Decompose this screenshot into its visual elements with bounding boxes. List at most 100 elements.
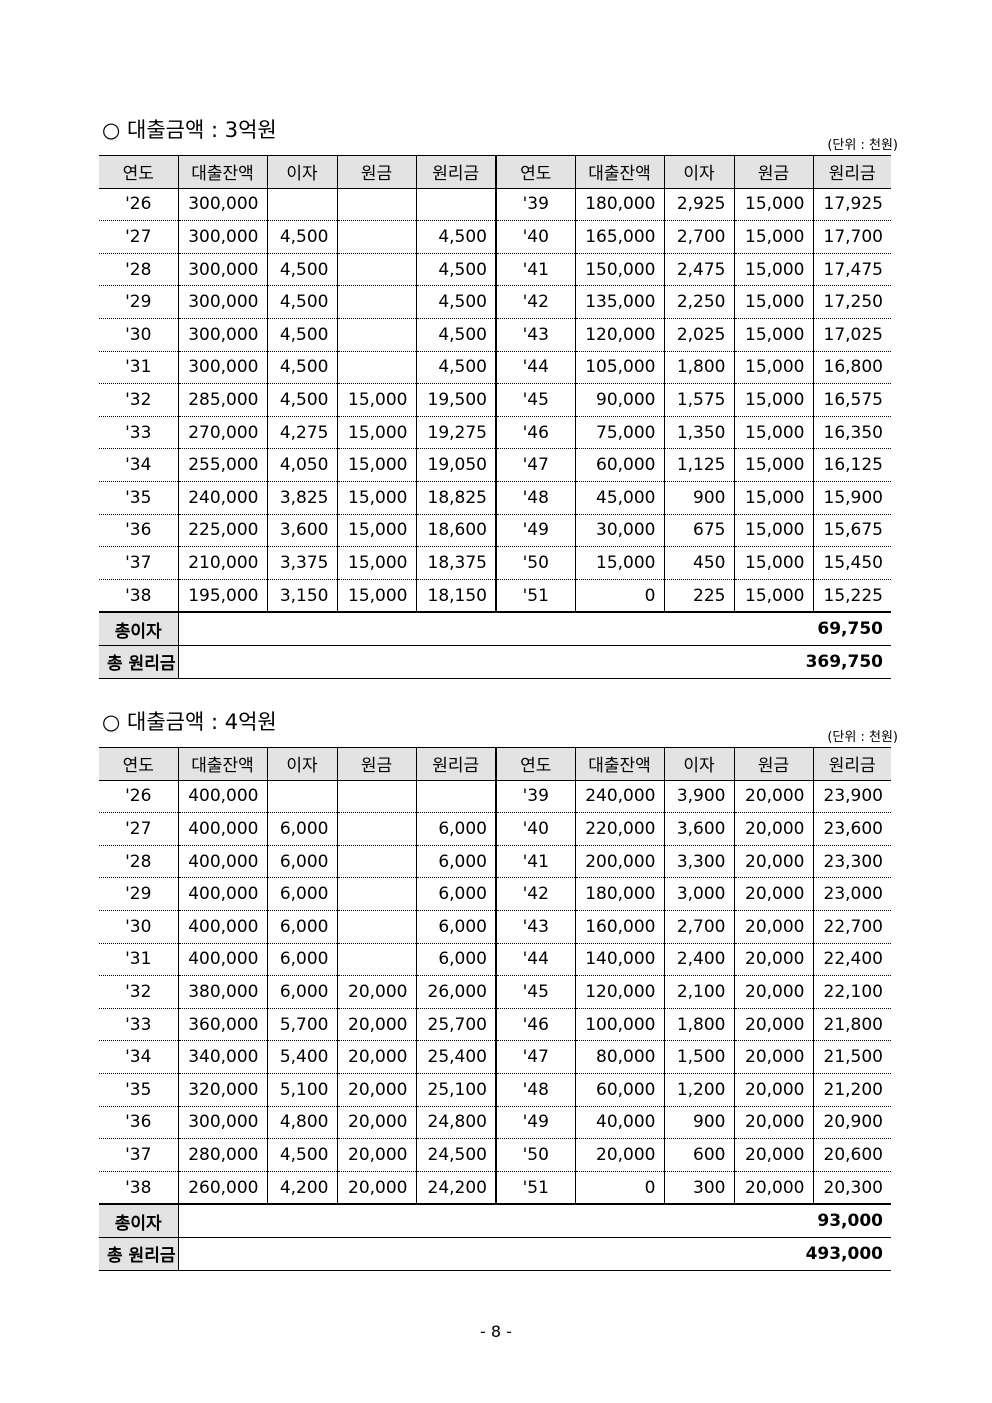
table-cell: 3,300 [663, 845, 735, 879]
table-cell: 20,000 [733, 845, 814, 879]
table-cell: 0 [574, 579, 665, 614]
table-cell: 5,100 [266, 1073, 338, 1107]
table-cell: 19,275 [415, 416, 497, 450]
table-row: '38 260,000 4,200 20,000 24,200'51 0 300 20,000… [99, 1171, 891, 1206]
table-cell: 4,500 [415, 253, 497, 287]
table-cell: 18,150 [415, 579, 497, 614]
table-cell: 16,125 [812, 448, 891, 482]
table-cell: '34 [99, 1040, 179, 1074]
table-cell: 0 [574, 1171, 665, 1206]
table-cell: 150,000 [574, 253, 665, 287]
table-cell: 400,000 [177, 910, 268, 944]
table-cell: 240,000 [177, 481, 268, 515]
table-cell: 300,000 [177, 285, 268, 319]
table-cell: 20,000 [336, 1138, 417, 1172]
table-cell: 120,000 [574, 318, 665, 352]
table-cell: 20,000 [733, 1008, 814, 1042]
table-cell: 1,800 [663, 351, 735, 385]
table-cell: 6,000 [266, 943, 338, 977]
table-cell: 6,000 [266, 812, 338, 846]
table-cell: 20,000 [733, 1171, 814, 1206]
column-header: 원금 [733, 155, 814, 189]
table-cell: 225 [663, 579, 735, 614]
table-cell [336, 845, 417, 879]
table-cell: 15,000 [733, 383, 814, 417]
table-cell: '33 [99, 1008, 179, 1042]
table-cell: '43 [495, 318, 576, 352]
table-cell: 380,000 [177, 975, 268, 1009]
table-cell: 80,000 [574, 1040, 665, 1074]
table-cell: 340,000 [177, 1040, 268, 1074]
table-cell: 3,000 [663, 877, 735, 911]
table-cell: 20,000 [336, 1073, 417, 1107]
table-cell: 300,000 [177, 1106, 268, 1140]
table-cell: 4,500 [266, 285, 338, 319]
table-cell: 15,000 [733, 253, 814, 287]
total-interest-label: 총이자 [99, 1204, 179, 1238]
table-cell: 20,000 [336, 1008, 417, 1042]
table-cell: 3,375 [266, 546, 338, 580]
column-header: 대출잔액 [574, 747, 665, 781]
column-header: 대출잔액 [177, 747, 268, 781]
table-cell: 400,000 [177, 877, 268, 911]
table-cell: '37 [99, 1138, 179, 1172]
table-cell: 3,600 [663, 812, 735, 846]
repayment-table: 연도 대출잔액 이자 원금 원리금 연도 대출잔액 이자 원금 원리금 '26 400,000'39 2… [99, 747, 891, 1271]
table-cell: '30 [99, 318, 179, 352]
table-cell: 6,000 [266, 877, 338, 911]
table-cell: 300,000 [177, 188, 268, 222]
table-cell: 20,000 [733, 910, 814, 944]
column-header: 원금 [336, 747, 417, 781]
table-cell: 220,000 [574, 812, 665, 846]
table-cell: 1,500 [663, 1040, 735, 1074]
table-cell: 23,900 [812, 780, 891, 814]
table-cell [336, 780, 417, 814]
section-title: ○ 대출금액 : 3억원 [102, 118, 277, 142]
total-interest-row: 총이자 93,000 [99, 1204, 891, 1238]
table-cell: 45,000 [574, 481, 665, 515]
table-cell: 105,000 [574, 351, 665, 385]
table-cell: '37 [99, 546, 179, 580]
table-cell: 210,000 [177, 546, 268, 580]
table-cell: 15,000 [336, 579, 417, 614]
table-cell: 450 [663, 546, 735, 580]
table-cell: 4,500 [266, 1138, 338, 1172]
table-cell: 15,000 [733, 351, 814, 385]
table-cell: 15,225 [812, 579, 891, 614]
table-cell: 2,100 [663, 975, 735, 1009]
total-interest-value: 69,750 [177, 612, 891, 646]
total-interest-label: 총이자 [99, 612, 179, 646]
table-row: '28 300,000 4,500 4,500'41 150,000 2,475 15,00… [99, 253, 891, 287]
table-cell: 60,000 [574, 448, 665, 482]
column-header: 원리금 [812, 747, 891, 781]
table-cell: 2,025 [663, 318, 735, 352]
table-row: '34 255,000 4,050 15,000 19,050'47 60,000 1,12… [99, 448, 891, 482]
table-cell: 900 [663, 1106, 735, 1140]
table-cell: 15,675 [812, 514, 891, 548]
table-cell: 4,275 [266, 416, 338, 450]
table-cell: 320,000 [177, 1073, 268, 1107]
table-cell: 30,000 [574, 514, 665, 548]
table-cell: 6,000 [415, 877, 497, 911]
table-cell: 4,500 [415, 220, 497, 254]
table-row: '26 300,000 '39 180,000 2,925 15,000 17,925 [99, 188, 891, 222]
table-cell: 15,000 [733, 481, 814, 515]
column-header: 대출잔액 [574, 155, 665, 189]
table-row: '35 320,000 5,100 20,000 25,100'48 60,000 1,20… [99, 1073, 891, 1107]
table-cell: '40 [495, 812, 576, 846]
table-cell: 2,700 [663, 220, 735, 254]
table-cell: 18,825 [415, 481, 497, 515]
table-cell: 20,600 [812, 1138, 891, 1172]
table-row: '26 400,000 '39 240,000 3,900 20,000 23,900 [99, 780, 891, 814]
table-row: '38 195,000 3,150 15,000 18,150'51 0 225 15,000… [99, 579, 891, 614]
table-cell [266, 188, 338, 222]
table-cell: 240,000 [574, 780, 665, 814]
table-cell: 100,000 [574, 1008, 665, 1042]
table-row: '30 300,000 4,500 4,500'43 120,000 2,025 15,00… [99, 318, 891, 352]
column-header: 원리금 [812, 155, 891, 189]
table-cell: 280,000 [177, 1138, 268, 1172]
unit-label: (단위 : 천원) [827, 138, 898, 153]
table-cell: '51 [495, 579, 576, 614]
table-row: '35 240,000 3,825 15,000 18,825'48 45,000 900 1… [99, 481, 891, 515]
table-cell: 4,500 [415, 351, 497, 385]
